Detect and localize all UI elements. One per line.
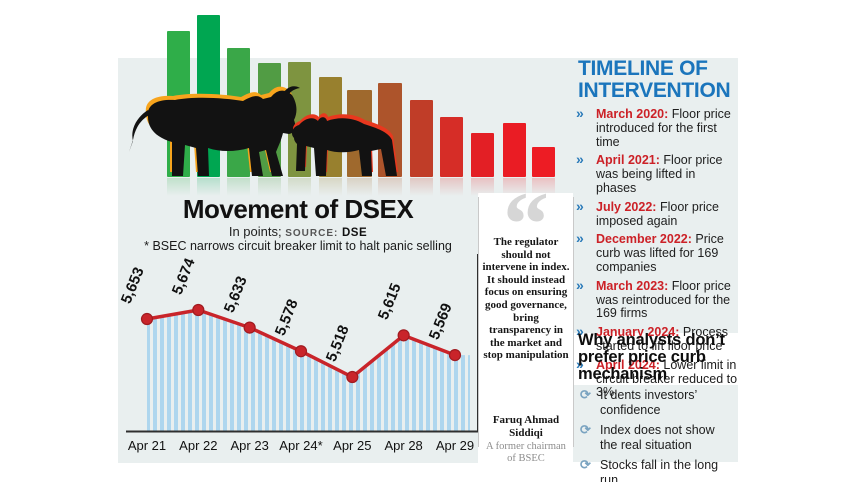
analysts-list: ⟳ It dents investors’ confidence ⟳ Index… [578,387,734,482]
quote-left-rule [478,197,479,447]
timeline-item: » December 2022: Price curb was lifted f… [576,230,738,274]
analysts-heading: Why analysts don’t prefer price curb mec… [578,331,725,383]
timeline-item: » April 2024: Lower limit in circuit bre… [576,355,738,400]
source-value: DSE [341,227,368,239]
circular-arrow-icon: ⟳ [580,422,591,437]
dsex-line-chart [126,254,479,433]
market-bar-reflection [471,178,494,196]
timeline-heading-line1: TIMELINE OF [578,57,708,80]
bear-body [291,117,397,176]
source-label: SOURCE: [285,228,339,239]
market-bar-reflection [440,178,463,196]
bull-tail [129,110,151,152]
bull-horn [281,86,300,100]
timeline-item-date: April 2024: [596,357,660,372]
timeline-list: » March 2020: Floor price introduced for… [576,105,738,405]
timeline-item-date: July 2022: [596,199,657,214]
market-bar-reflection [319,178,342,196]
x-axis-tick-label: Apr 29 [435,438,475,453]
timeline-item-text: Price curb was lifted for 169 companies [596,232,724,274]
data-point-dot [192,303,205,317]
data-point-dot [294,345,308,358]
x-axis-tick-label: Apr 24* [279,438,323,453]
double-chevron-icon: » [576,105,584,121]
chart-title: Movement of DSEX [182,194,414,224]
data-point-dot [448,348,462,362]
chart-subtitle: In points; SOURCE: DSE [118,224,478,239]
bull-body [147,90,297,176]
market-bar-reflection [378,178,402,196]
timeline-item-date: January 2024: [596,325,680,340]
timeline-item-date: March 2023: [596,278,669,293]
quote-column [479,193,573,453]
market-bar-reflection [410,178,433,196]
double-chevron-icon: » [576,276,584,293]
market-bar-reflection [347,178,372,196]
area-fill [147,310,470,432]
timeline-item-text: Floor price was being lifted in phases [596,153,723,195]
market-bar [503,123,526,177]
x-axis-tick-label: Apr 22 [179,438,218,453]
quote-author-title: A former chairman of BSEC [486,441,566,464]
timeline-item-text: Floor price imposed again [596,199,719,228]
data-point-dot [140,312,154,326]
circular-arrow-icon: ⟳ [580,457,591,472]
timeline-item-date: December 2022: [596,232,692,247]
timeline-item: » March 2020: Floor price introduced for… [576,105,738,149]
double-chevron-icon: » [576,323,584,340]
chart-units: In points; [228,224,282,239]
x-axis-tick-label: Apr 23 [230,438,269,453]
data-point-dot [346,370,359,384]
timeline-item: » March 2023: Floor price was reintroduc… [576,276,738,321]
market-bar [440,117,463,177]
timeline-item-text: Floor price introduced for the first tim… [596,107,731,149]
data-point-dot [397,329,410,342]
market-bar-reflection [167,178,190,196]
quote-right-rule [573,197,574,447]
market-bar [410,100,433,177]
market-bar [532,147,555,177]
quote-author: Faruq Ahmad Siddiqi [492,414,560,439]
market-bar-reflection [503,178,526,196]
double-chevron-icon: » [576,355,584,372]
timeline-item-date: March 2020: [596,107,669,121]
market-bar-reflection [227,178,250,196]
timeline-item-text: Lower limit in circuit breaker reduced t… [596,357,738,400]
market-bar [471,133,494,177]
panel-timeline-background [573,58,738,333]
circular-arrow-icon: ⟳ [580,387,591,402]
data-point-dot [243,321,256,334]
double-chevron-icon: » [576,151,584,168]
timeline-item: » January 2024: Process started to lift … [576,323,738,354]
quote-text: The regulator should not intervene in in… [482,236,570,362]
timeline-item: » April 2021: Floor price was being lift… [576,151,738,195]
timeline-item-date: April 2021: [596,153,660,168]
analyst-point-text: It dents investors’ confidence [600,388,697,417]
x-axis-tick-label: Apr 28 [384,438,423,453]
market-bar-reflection [532,178,555,196]
x-axis-tick-label: Apr 21 [127,438,167,453]
market-bar-reflection [197,178,220,196]
double-chevron-icon: » [576,230,584,247]
analyst-point: ⟳ Index does not show the real situation [578,422,734,452]
quote-mark-icon: “ [503,176,549,228]
x-axis-tick-label: Apr 25 [333,438,372,453]
timeline-heading: TIMELINE OF INTERVENTION [578,58,736,102]
analyst-point-text: Stocks fall in the long run [600,458,719,482]
market-bar-reflection [258,178,281,196]
analyst-point: ⟳ Stocks fall in the long run [578,457,734,482]
market-bar-reflection [288,178,311,196]
panel-analysts-background [573,385,738,462]
timeline-item: » July 2022: Floor price imposed again [576,197,738,229]
double-chevron-icon: » [576,197,584,214]
timeline-item-text: Floor price was reintroduced for the 169… [596,278,731,321]
timeline-heading-line2: INTERVENTION [578,79,731,102]
chart-footnote: * BSEC narrows circuit breaker limit to … [144,239,452,253]
analyst-point: ⟳ It dents investors’ confidence [578,387,734,417]
timeline-item-text: Process started to lift floor price [596,325,729,353]
analyst-point-text: Index does not show the real situation [600,423,715,452]
